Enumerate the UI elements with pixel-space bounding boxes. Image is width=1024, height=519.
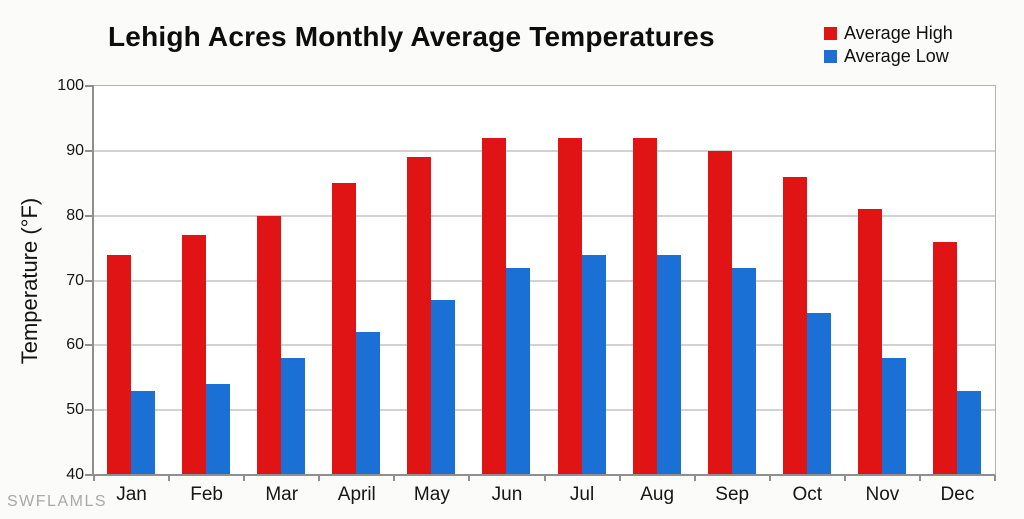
chart-title: Lehigh Acres Monthly Average Temperature…: [108, 21, 715, 52]
gridline-90: [94, 149, 995, 152]
bar-low-May: [431, 299, 456, 475]
x-tick-mark-1: [168, 475, 171, 481]
legend-swatch-low: [824, 50, 837, 63]
bar-low-Mar: [281, 358, 306, 475]
bar-low-Jun: [506, 267, 531, 475]
x-tick-mark-12: [994, 475, 996, 481]
x-tick-mark-3: [318, 475, 321, 481]
y-tick-label-100: 100: [57, 77, 84, 94]
plot-border-right: [995, 85, 996, 475]
x-axis-label-Jun: Jun: [491, 484, 523, 505]
x-axis-label-April: April: [337, 484, 376, 505]
legend-label-average-low: Average Low: [844, 46, 949, 66]
bar-high-Feb: [182, 235, 207, 475]
bar-high-Aug: [632, 137, 657, 475]
x-axis-label-Nov: Nov: [865, 484, 900, 505]
x-tick-mark-7: [618, 475, 621, 481]
bar-low-Jul: [581, 254, 606, 475]
x-axis-label-Aug: Aug: [640, 484, 675, 505]
bar-low-Sep: [731, 267, 756, 475]
x-axis-label-Jan: Jan: [116, 484, 147, 505]
y-tick-mark-40: [85, 474, 92, 476]
watermark: SWFLAMLS: [7, 493, 108, 510]
bar-high-Oct: [782, 176, 807, 475]
bar-high-Jun: [482, 137, 507, 475]
x-axis-label-Jul: Jul: [569, 484, 595, 505]
x-tick-mark-8: [693, 475, 696, 481]
x-axis-label-Sep: Sep: [715, 484, 750, 505]
x-tick-mark-10: [843, 475, 846, 481]
bar-high-Nov: [857, 209, 882, 475]
x-tick-mark-6: [543, 475, 546, 481]
bar-low-Aug: [656, 254, 681, 475]
bar-high-May: [407, 157, 432, 475]
gridline-80: [94, 214, 995, 217]
y-tick-mark-70: [85, 279, 92, 282]
x-tick-mark-0: [93, 475, 95, 481]
y-tick-mark-80: [85, 214, 92, 217]
bar-high-Jan: [107, 254, 131, 475]
y-tick-mark-90: [85, 149, 92, 152]
y-tick-label-70: 70: [66, 271, 84, 289]
y-axis-line: [92, 85, 94, 475]
legend: Average High Average Low: [824, 22, 953, 68]
y-tick-label-60: 60: [66, 336, 84, 354]
legend-label-average-high: Average High: [844, 23, 953, 43]
gridline-70: [94, 279, 995, 282]
y-tick-label-50: 50: [66, 401, 84, 419]
x-tick-mark-5: [468, 475, 471, 481]
bar-high-Sep: [707, 150, 732, 475]
gridline-60: [94, 344, 995, 347]
bar-low-Jan: [131, 390, 155, 475]
gridline-50: [94, 409, 995, 412]
x-tick-mark-9: [768, 475, 771, 481]
x-axis-label-Feb: Feb: [190, 484, 223, 505]
legend-item-average-high: Average High: [824, 22, 953, 45]
y-tick-label-40: 40: [66, 466, 84, 483]
y-tick-label-90: 90: [66, 141, 84, 159]
legend-item-average-low: Average Low: [824, 45, 953, 68]
bar-high-Jul: [557, 137, 582, 475]
x-tick-mark-11: [918, 475, 921, 481]
bar-low-Feb: [206, 384, 231, 475]
x-axis-label-Dec: Dec: [940, 484, 975, 505]
y-tick-mark-100: [85, 85, 92, 87]
plot-border-top: [94, 85, 995, 86]
x-axis-label-Oct: Oct: [792, 484, 823, 505]
x-axis-label-Mar: Mar: [265, 484, 299, 505]
x-tick-mark-2: [243, 475, 246, 481]
bar-low-Oct: [806, 312, 831, 475]
x-tick-mark-4: [393, 475, 396, 481]
legend-swatch-high: [824, 27, 837, 40]
bar-high-Mar: [257, 215, 282, 475]
bar-high-Dec: [932, 241, 957, 475]
bar-low-Dec: [956, 390, 981, 475]
plot-area: [94, 86, 995, 475]
y-tick-mark-50: [85, 409, 92, 412]
bar-low-Nov: [881, 358, 906, 475]
x-axis-label-May: May: [413, 484, 450, 505]
y-tick-label-80: 80: [66, 206, 84, 224]
bar-low-April: [356, 332, 381, 475]
y-tick-mark-60: [85, 344, 92, 347]
bar-high-April: [332, 183, 357, 475]
